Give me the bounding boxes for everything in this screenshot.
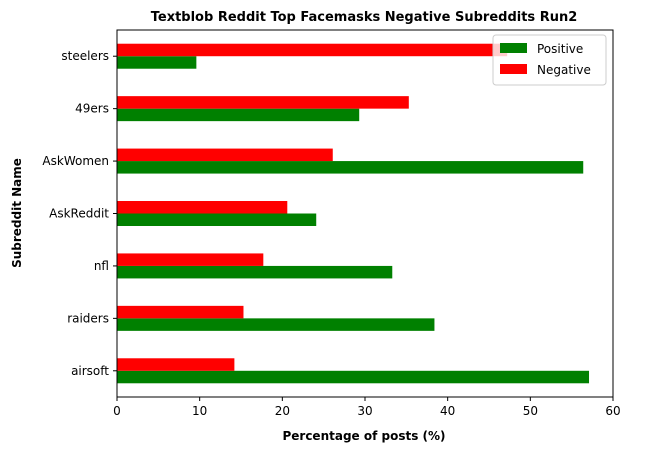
bar-negative-askwomen <box>117 148 333 162</box>
bar-negative-nfl <box>117 253 264 266</box>
y-tick-label: raiders <box>67 311 109 325</box>
x-axis-label: Percentage of posts (%) <box>282 429 445 443</box>
x-tick-label: 0 <box>113 404 121 418</box>
x-tick-label: 30 <box>357 404 372 418</box>
bar-negative-49ers <box>117 96 409 109</box>
x-tick-label: 60 <box>605 404 620 418</box>
y-tick-label: nfl <box>94 259 109 273</box>
legend-swatch-positive <box>500 43 527 53</box>
bar-positive-nfl <box>117 265 393 279</box>
bar-positive-49ers <box>117 108 360 122</box>
x-tick-label: 50 <box>523 404 538 418</box>
bar-positive-raiders <box>117 318 435 331</box>
x-tick-label: 20 <box>275 404 290 418</box>
y-tick-label: 49ers <box>75 102 109 116</box>
y-tick-label: airsoft <box>71 364 109 378</box>
y-axis-ticks: airsoft raiders nfl AskReddit AskWomen 49ers s… <box>42 49 117 378</box>
legend-label-negative: Negative <box>537 63 591 77</box>
y-tick-label: steelers <box>61 49 109 63</box>
bars-group <box>117 43 590 384</box>
bar-negative-askreddit <box>117 201 288 214</box>
bar-negative-steelers <box>117 43 508 57</box>
y-tick-label: AskReddit <box>49 207 109 221</box>
x-tick-label: 40 <box>440 404 455 418</box>
bar-negative-airsoft <box>117 358 235 371</box>
legend-label-positive: Positive <box>537 42 583 56</box>
bar-positive-airsoft <box>117 370 590 384</box>
legend-swatch-negative <box>500 64 527 74</box>
y-axis-label: Subreddit Name <box>10 158 24 268</box>
bar-positive-askreddit <box>117 213 317 226</box>
legend: Positive Negative <box>492 34 607 86</box>
bar-positive-steelers <box>117 56 197 69</box>
bar-positive-askwomen <box>117 161 584 174</box>
x-axis-ticks: 0 10 20 30 40 50 60 <box>113 397 621 418</box>
x-tick-label: 10 <box>192 404 207 418</box>
bar-negative-raiders <box>117 305 244 319</box>
chart-title: Textblob Reddit Top Facemasks Negative S… <box>151 10 578 25</box>
y-tick-label: AskWomen <box>42 154 109 168</box>
